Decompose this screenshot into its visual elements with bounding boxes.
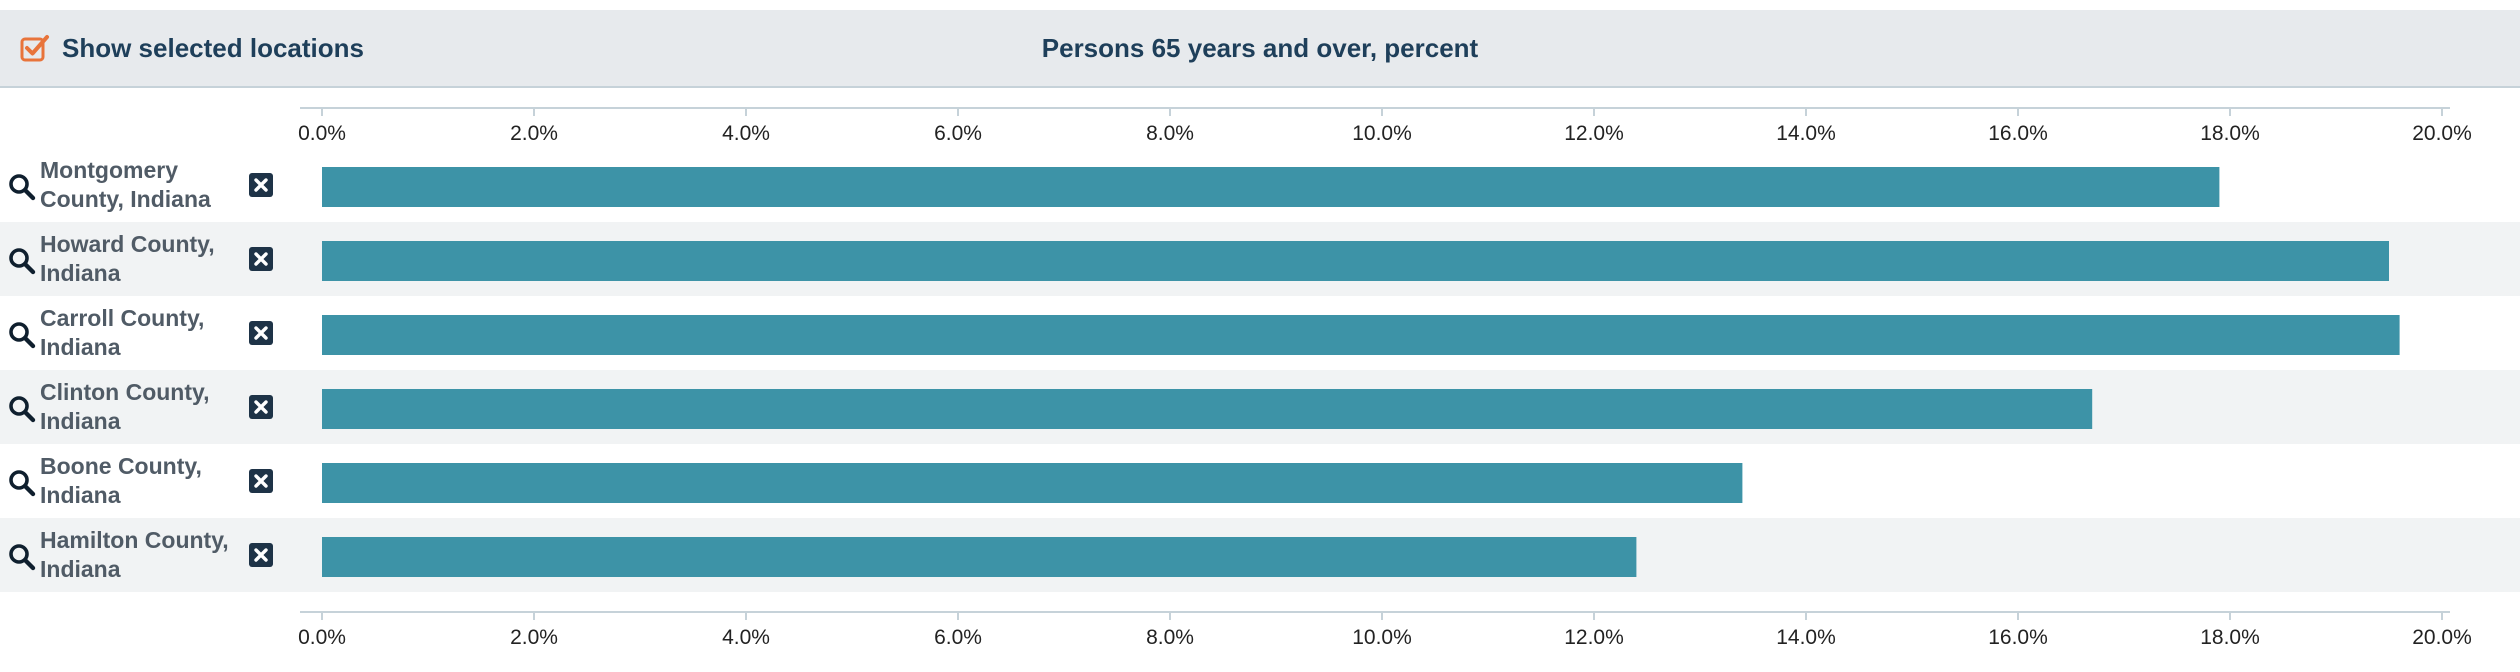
x-tick-label: 8.0% (1146, 626, 1194, 649)
location-label-line: Montgomery (40, 157, 178, 183)
bar (322, 463, 1743, 503)
x-tick-label: 16.0% (1988, 122, 2048, 145)
location-label: Clinton County, Indiana (40, 378, 240, 436)
bar (322, 241, 2389, 281)
chart-header: Show selected locations Persons 65 years… (0, 10, 2520, 88)
remove-location-button[interactable] (249, 173, 273, 197)
search-icon[interactable] (8, 395, 36, 423)
bar (322, 167, 2220, 207)
bar (322, 315, 2400, 355)
x-tick-label: 12.0% (1564, 626, 1624, 649)
x-tick-label: 0.0% (298, 122, 346, 145)
remove-location-button[interactable] (249, 321, 273, 345)
location-label-line: Hamilton County, (40, 527, 229, 553)
x-tick-label: 14.0% (1776, 122, 1836, 145)
x-tick-label: 8.0% (1146, 122, 1194, 145)
close-icon (249, 247, 273, 271)
x-tick-label: 10.0% (1352, 122, 1412, 145)
location-label-line: Boone County, (40, 453, 202, 479)
toggle-label: Show selected locations (62, 32, 364, 63)
x-tick-label: 4.0% (722, 626, 770, 649)
search-icon[interactable] (8, 469, 36, 497)
location-label-line: County, Indiana (40, 186, 211, 212)
location-label: Montgomery County, Indiana (40, 156, 240, 214)
x-tick-label: 14.0% (1776, 626, 1836, 649)
location-label: Hamilton County, Indiana (40, 526, 240, 584)
bar (322, 537, 1637, 577)
location-label-line: Indiana (40, 556, 121, 582)
x-tick-label: 18.0% (2200, 626, 2260, 649)
x-tick-label: 20.0% (2412, 122, 2472, 145)
close-icon (249, 395, 273, 419)
chart-title: Persons 65 years and over, percent (1041, 33, 1479, 63)
x-tick-label: 10.0% (1352, 626, 1412, 649)
x-tick-label: 6.0% (934, 122, 982, 145)
bar (322, 389, 2093, 429)
x-tick-label: 4.0% (722, 122, 770, 145)
search-icon[interactable] (8, 321, 36, 349)
close-icon (249, 173, 273, 197)
x-tick-label: 18.0% (2200, 122, 2260, 145)
x-tick-label: 20.0% (2412, 626, 2472, 649)
search-icon[interactable] (8, 543, 36, 571)
search-icon[interactable] (8, 173, 36, 201)
location-label-line: Indiana (40, 260, 121, 286)
location-label-line: Carroll County, (40, 305, 205, 331)
x-tick-label: 0.0% (298, 626, 346, 649)
remove-location-button[interactable] (249, 543, 273, 567)
x-tick-label: 2.0% (510, 122, 558, 145)
location-label-line: Indiana (40, 408, 121, 434)
location-label-line: Indiana (40, 482, 121, 508)
location-label: Howard County, Indiana (40, 230, 240, 288)
x-tick-label: 2.0% (510, 626, 558, 649)
x-tick-label: 12.0% (1564, 122, 1624, 145)
checkbox-checked-icon[interactable] (20, 33, 50, 63)
remove-location-button[interactable] (249, 469, 273, 493)
location-label-line: Clinton County, (40, 379, 210, 405)
close-icon (249, 469, 273, 493)
x-tick-label: 16.0% (1988, 626, 2048, 649)
x-tick-label: 6.0% (934, 626, 982, 649)
location-label: Boone County, Indiana (40, 452, 240, 510)
remove-location-button[interactable] (249, 247, 273, 271)
close-icon (249, 543, 273, 567)
show-selected-locations-toggle[interactable]: Show selected locations (20, 32, 364, 64)
close-icon (249, 321, 273, 345)
remove-location-button[interactable] (249, 395, 273, 419)
location-label-line: Indiana (40, 334, 121, 360)
location-label-line: Howard County, (40, 231, 215, 257)
location-label: Carroll County, Indiana (40, 304, 240, 362)
search-icon[interactable] (8, 247, 36, 275)
